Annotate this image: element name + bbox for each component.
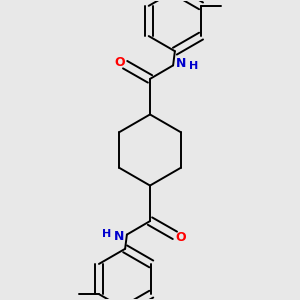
Text: H: H <box>102 229 111 239</box>
Text: N: N <box>114 230 124 243</box>
Text: O: O <box>115 56 125 69</box>
Text: N: N <box>176 57 186 70</box>
Text: H: H <box>189 61 198 71</box>
Text: O: O <box>175 231 185 244</box>
